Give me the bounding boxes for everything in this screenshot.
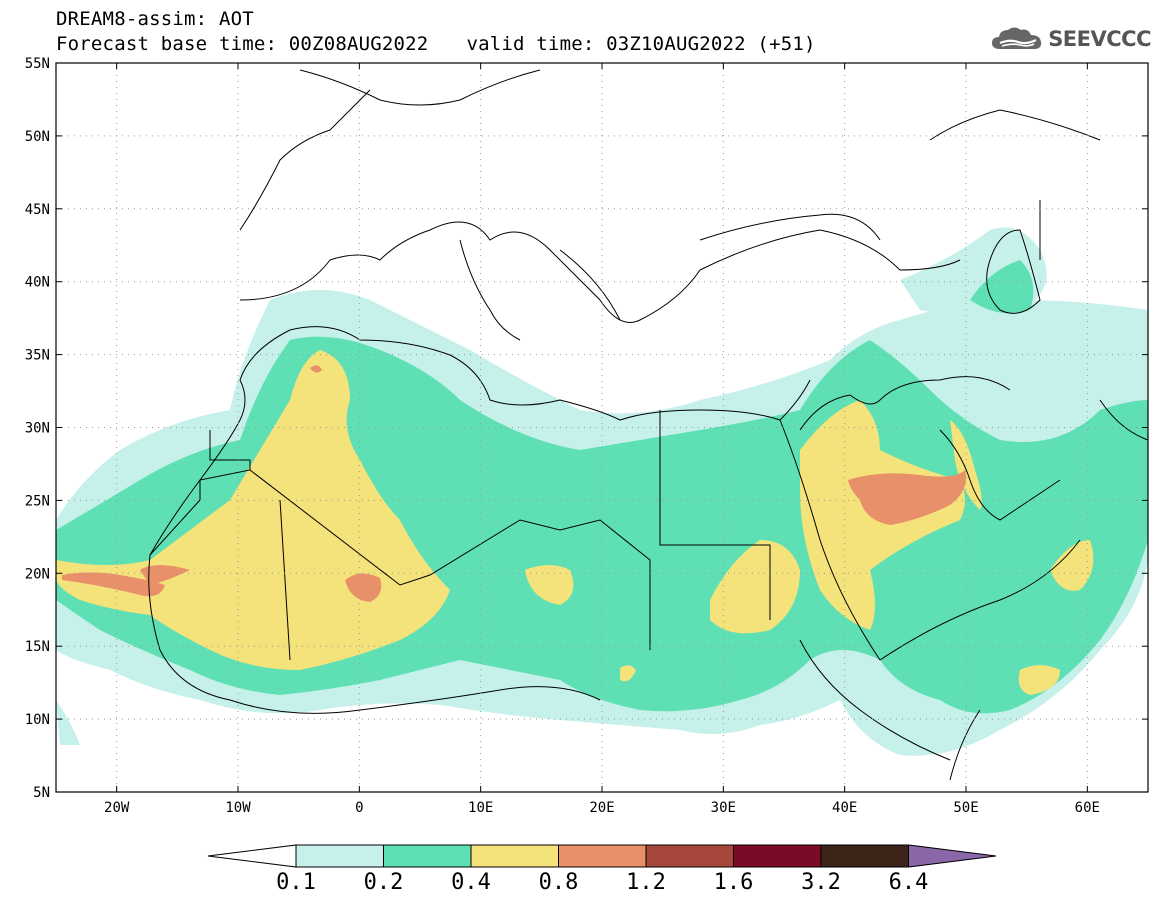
colorbar-swatch <box>470 844 559 868</box>
colorbar-label: 0.1 <box>276 870 316 895</box>
colorbar-under-arrow <box>207 844 297 868</box>
lat-tick-label: 5N <box>33 785 50 801</box>
colorbar-label: 0.4 <box>451 870 491 895</box>
colorbar-swatch <box>645 844 734 868</box>
lat-tick-label: 35N <box>25 348 50 364</box>
lon-tick-label: 60E <box>1075 800 1100 816</box>
axis-ticks: 20W 10W 0 10E 20E 30E 40E 50E 60E 5N 10N 15N 20N 25N 3… <box>25 56 1148 816</box>
lat-tick-label: 25N <box>25 493 50 509</box>
lon-tick-label: 20E <box>589 800 614 816</box>
colorbar-swatch <box>383 844 472 868</box>
colorbar-label: 1.6 <box>714 870 754 895</box>
aot-band-0-8 <box>62 365 966 602</box>
seevccc-logo: SEEVCCC <box>990 24 1151 54</box>
lon-tick-label: 20W <box>104 800 130 816</box>
colorbar-label: 0.8 <box>539 870 579 895</box>
lon-tick-label: 10E <box>468 800 493 816</box>
lon-tick-label: 0 <box>355 800 363 816</box>
lat-tick-label: 50N <box>25 129 50 145</box>
colorbar-label: 6.4 <box>889 870 929 895</box>
map-subtitle: Forecast base time: 00Z08AUG2022 valid ti… <box>56 33 816 55</box>
forecast-base-time: Forecast base time: 00Z08AUG2022 <box>56 33 429 55</box>
colorbar-label: 0.2 <box>364 870 404 895</box>
lat-tick-label: 45N <box>25 202 50 218</box>
lon-tick-label: 40E <box>832 800 857 816</box>
lon-tick-label: 50E <box>953 800 978 816</box>
map-title: DREAM8-assim: AOT <box>56 8 254 30</box>
colorbar-over-arrow <box>908 844 997 868</box>
colorbar-swatch <box>820 844 909 868</box>
cloud-icon <box>992 27 1042 49</box>
lat-tick-label: 10N <box>25 712 50 728</box>
colorbar-label: 3.2 <box>801 870 841 895</box>
lat-tick-label: 15N <box>25 639 50 655</box>
coastlines <box>148 69 1148 781</box>
colorbar: 0.1 0.2 0.4 0.8 1.2 1.6 3.2 6.4 <box>207 844 997 895</box>
colorbar-swatch <box>558 844 647 868</box>
logo-text: SEEVCCC <box>1048 27 1151 51</box>
lon-tick-label: 30E <box>711 800 736 816</box>
lon-tick-label: 10W <box>225 800 251 816</box>
valid-time: valid time: 03Z10AUG2022 (+51) <box>466 33 816 55</box>
lat-tick-label: 30N <box>25 421 50 437</box>
lat-tick-label: 40N <box>25 275 50 291</box>
colorbar-swatch <box>295 844 384 868</box>
colorbar-label: 1.2 <box>626 870 666 895</box>
colorbar-swatch <box>733 844 822 868</box>
lat-tick-label: 20N <box>25 566 50 582</box>
lat-tick-label: 55N <box>25 56 50 72</box>
